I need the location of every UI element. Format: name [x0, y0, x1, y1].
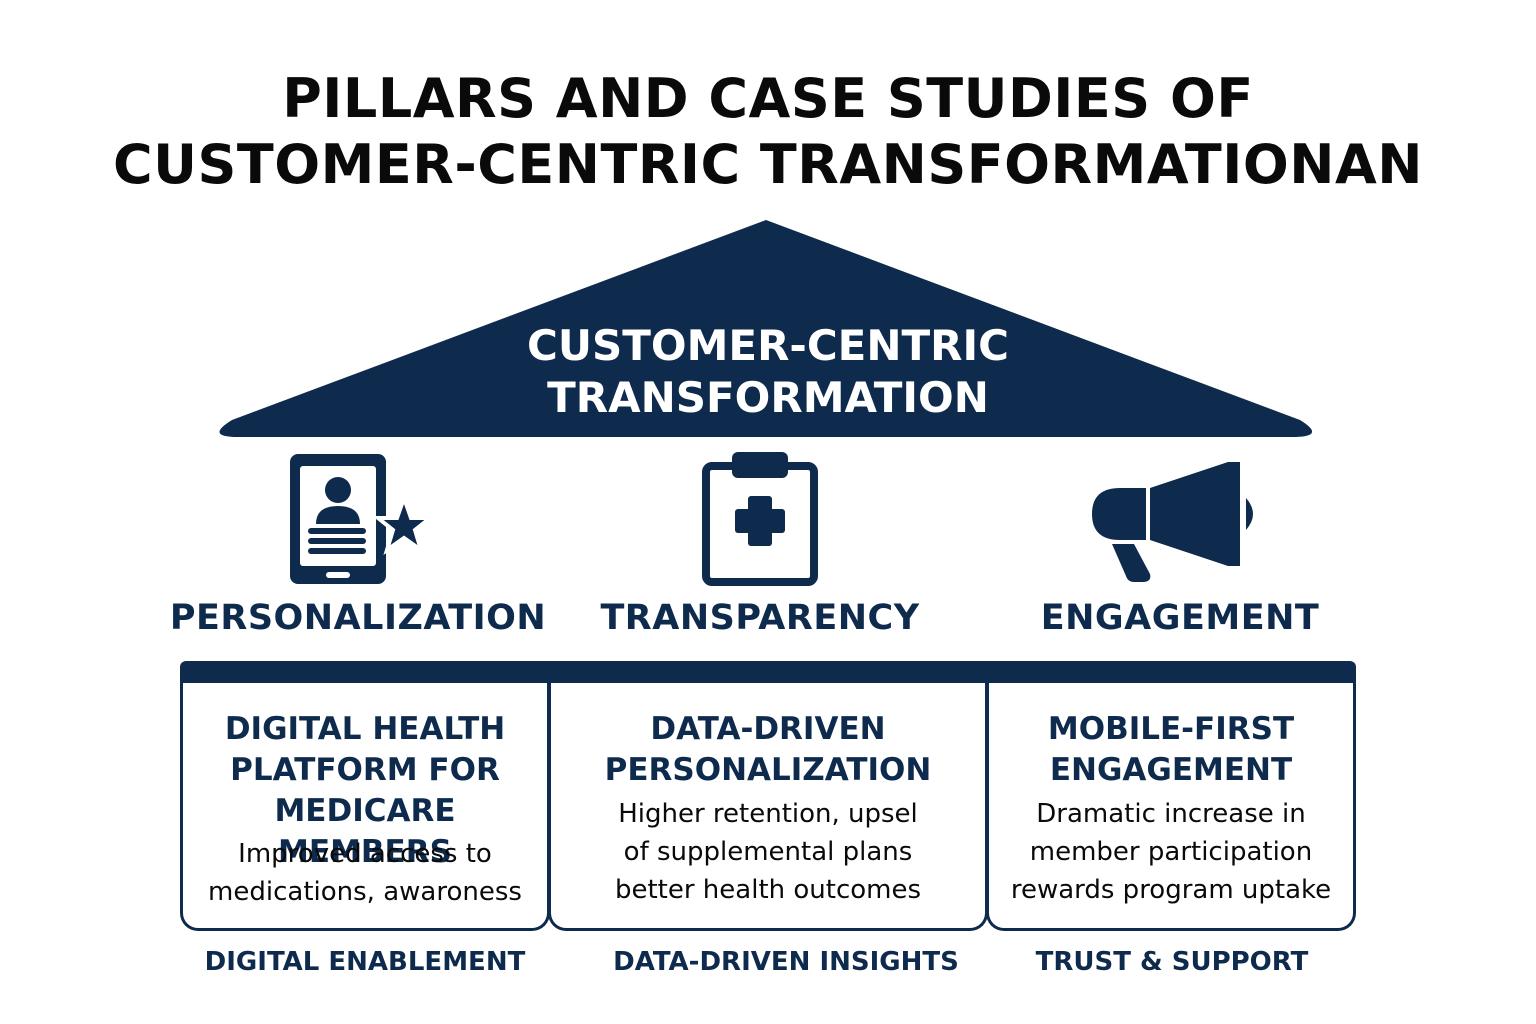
pillar-label-transparency: TRANSPARENCY — [600, 598, 920, 638]
clipboard-medical-icon — [702, 452, 818, 586]
case-study-result: Dramatic increase in member participatio… — [989, 795, 1353, 909]
page-title-line-2: CUSTOMER-CENTRIC TRANSFORMATIONAN — [113, 133, 1423, 196]
case-study-card-mobile-first: MOBILE-FIRST ENGAGEMENT Dramatic increas… — [986, 683, 1356, 931]
case-study-result-line: Dramatic increase in — [1036, 799, 1306, 829]
case-study-result-line: rewards program uptake — [1010, 875, 1332, 905]
case-study-result-line: better health outcomes — [614, 875, 922, 905]
case-study-title-line: DIGITAL HEALTH — [224, 711, 506, 747]
case-study-result: Improved access to medications, awarones… — [183, 835, 547, 911]
case-study-result-line: Higher retention, upsel — [618, 799, 918, 829]
page-title-line-1: PILLARS AND CASE STUDIES OF — [282, 67, 1254, 130]
case-study-title-line: MEDICARE MEMBERS — [274, 793, 456, 870]
case-study-title-line: DATA-DRIVEN — [650, 711, 886, 747]
case-study-title-line: PERSONALIZATION — [604, 752, 932, 788]
tablet-profile-star-icon — [290, 454, 432, 584]
foundation-bar — [180, 661, 1356, 687]
roof-label-line-1: CUSTOMER-CENTRIC — [527, 321, 1009, 370]
case-study-card-digital-health: DIGITAL HEALTH PLATFORM FOR MEDICARE MEM… — [180, 683, 550, 931]
case-study-title: DATA-DRIVEN PERSONALIZATION — [551, 709, 985, 791]
footer-label-digital-enablement: DIGITAL ENABLEMENT — [204, 947, 526, 977]
case-study-title-line: PLATFORM FOR — [230, 752, 500, 788]
footer-label-trust-support: TRUST & SUPPORT — [1035, 947, 1309, 977]
footer-label-data-driven-insights: DATA-DRIVEN INSIGHTS — [613, 947, 959, 977]
roof-label: CUSTOMER-CENTRIC TRANSFORMATION — [468, 320, 1068, 424]
case-study-result-line: of supplemental plans — [623, 837, 913, 867]
case-study-card-data-driven: DATA-DRIVEN PERSONALIZATION Higher reten… — [548, 683, 988, 931]
page-title: PILLARS AND CASE STUDIES OF CUSTOMER-CEN… — [0, 66, 1536, 198]
case-study-title-line: MOBILE-FIRST — [1047, 711, 1295, 747]
case-study-result: Higher retention, upsel of supplemental … — [551, 795, 985, 909]
pillar-label-personalization: PERSONALIZATION — [169, 598, 547, 638]
case-study-result-line: member participation — [1029, 837, 1313, 867]
pillar-label-engagement: ENGAGEMENT — [1040, 598, 1320, 638]
case-study-result-line: medications, awaroness — [208, 877, 522, 907]
case-study-title: DIGITAL HEALTH PLATFORM FOR MEDICARE MEM… — [183, 709, 547, 873]
case-study-result-line: Improved access to — [238, 839, 492, 869]
roof-label-line-2: TRANSFORMATION — [547, 373, 989, 422]
case-study-title-line: ENGAGEMENT — [1049, 752, 1293, 788]
megaphone-icon — [1092, 462, 1253, 582]
case-study-title: MOBILE-FIRST ENGAGEMENT — [989, 709, 1353, 791]
